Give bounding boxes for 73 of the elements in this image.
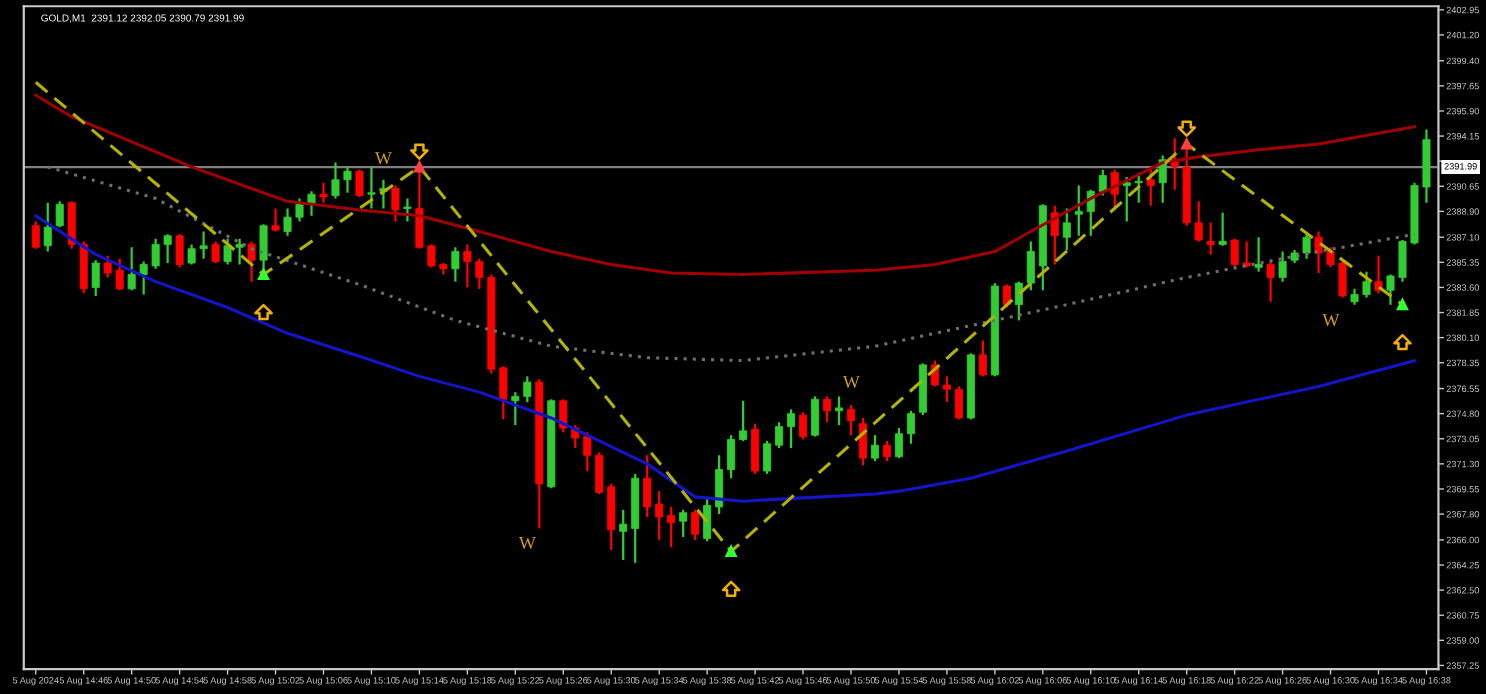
candlestick xyxy=(247,240,256,283)
candlestick xyxy=(882,439,891,463)
candlestick xyxy=(43,201,52,253)
annotation: W xyxy=(518,536,536,550)
annotation: W xyxy=(374,152,392,165)
annotation: W xyxy=(842,375,860,388)
candlestick xyxy=(403,197,412,223)
candlestick xyxy=(823,395,832,424)
candlestick xyxy=(655,490,664,542)
candlestick xyxy=(79,240,88,295)
candlestick xyxy=(906,409,915,445)
annotation: W xyxy=(1322,314,1340,327)
point xyxy=(1181,138,1193,150)
candlestick xyxy=(1098,168,1107,197)
candlestick xyxy=(679,508,688,539)
candlestick xyxy=(1146,165,1155,207)
candlestick xyxy=(211,240,220,265)
candlestick xyxy=(1374,254,1383,295)
candlestick xyxy=(1266,260,1275,303)
candlestick xyxy=(595,451,604,496)
point xyxy=(257,268,270,281)
line-series xyxy=(34,93,1416,277)
candlestick xyxy=(55,200,64,229)
candlestick xyxy=(307,190,316,217)
candlestick xyxy=(763,439,772,476)
candlestick xyxy=(1014,280,1023,322)
candlestick xyxy=(1026,240,1035,292)
candlestick xyxy=(619,508,628,562)
candlestick xyxy=(667,505,676,549)
candlestick xyxy=(954,385,963,421)
candlestick xyxy=(691,508,700,542)
candlestick xyxy=(811,395,820,438)
point xyxy=(725,545,737,557)
candlestick xyxy=(319,181,328,204)
candlestick xyxy=(834,395,844,427)
candlestick xyxy=(870,434,879,463)
candlestick xyxy=(1254,236,1263,273)
candlestick xyxy=(727,434,736,480)
candlestick xyxy=(894,426,903,460)
candlestick xyxy=(175,233,184,269)
candlestick xyxy=(1074,184,1083,237)
candlestick xyxy=(846,403,856,437)
candlestick xyxy=(391,184,400,223)
candlestick xyxy=(223,237,232,266)
candlestick xyxy=(978,339,987,378)
candlestick xyxy=(1158,154,1167,204)
candlestick xyxy=(451,246,460,283)
candlestick xyxy=(127,246,136,292)
candlestick xyxy=(67,200,76,250)
candlestick xyxy=(643,454,652,519)
candlestick xyxy=(775,421,784,450)
candlestick xyxy=(703,495,712,543)
candlestick xyxy=(607,482,616,552)
candlestick xyxy=(918,362,927,417)
candlestick xyxy=(1206,221,1215,256)
candlestick xyxy=(787,408,796,450)
candlestick xyxy=(559,398,568,434)
candlestick xyxy=(942,375,951,404)
candlestick xyxy=(1062,207,1071,252)
candlestick xyxy=(31,220,40,250)
candlestick xyxy=(355,168,364,199)
candlestick xyxy=(1218,211,1227,247)
point xyxy=(413,161,425,173)
candlestick xyxy=(235,237,244,266)
line-series xyxy=(46,165,1416,363)
candlestick xyxy=(739,399,748,443)
candlestick xyxy=(799,411,808,441)
candlestick xyxy=(91,259,100,298)
candlestick xyxy=(751,422,760,476)
candlestick xyxy=(1278,250,1287,283)
candlestick xyxy=(367,165,376,210)
candlestick xyxy=(715,454,724,516)
line-series xyxy=(34,214,1416,503)
